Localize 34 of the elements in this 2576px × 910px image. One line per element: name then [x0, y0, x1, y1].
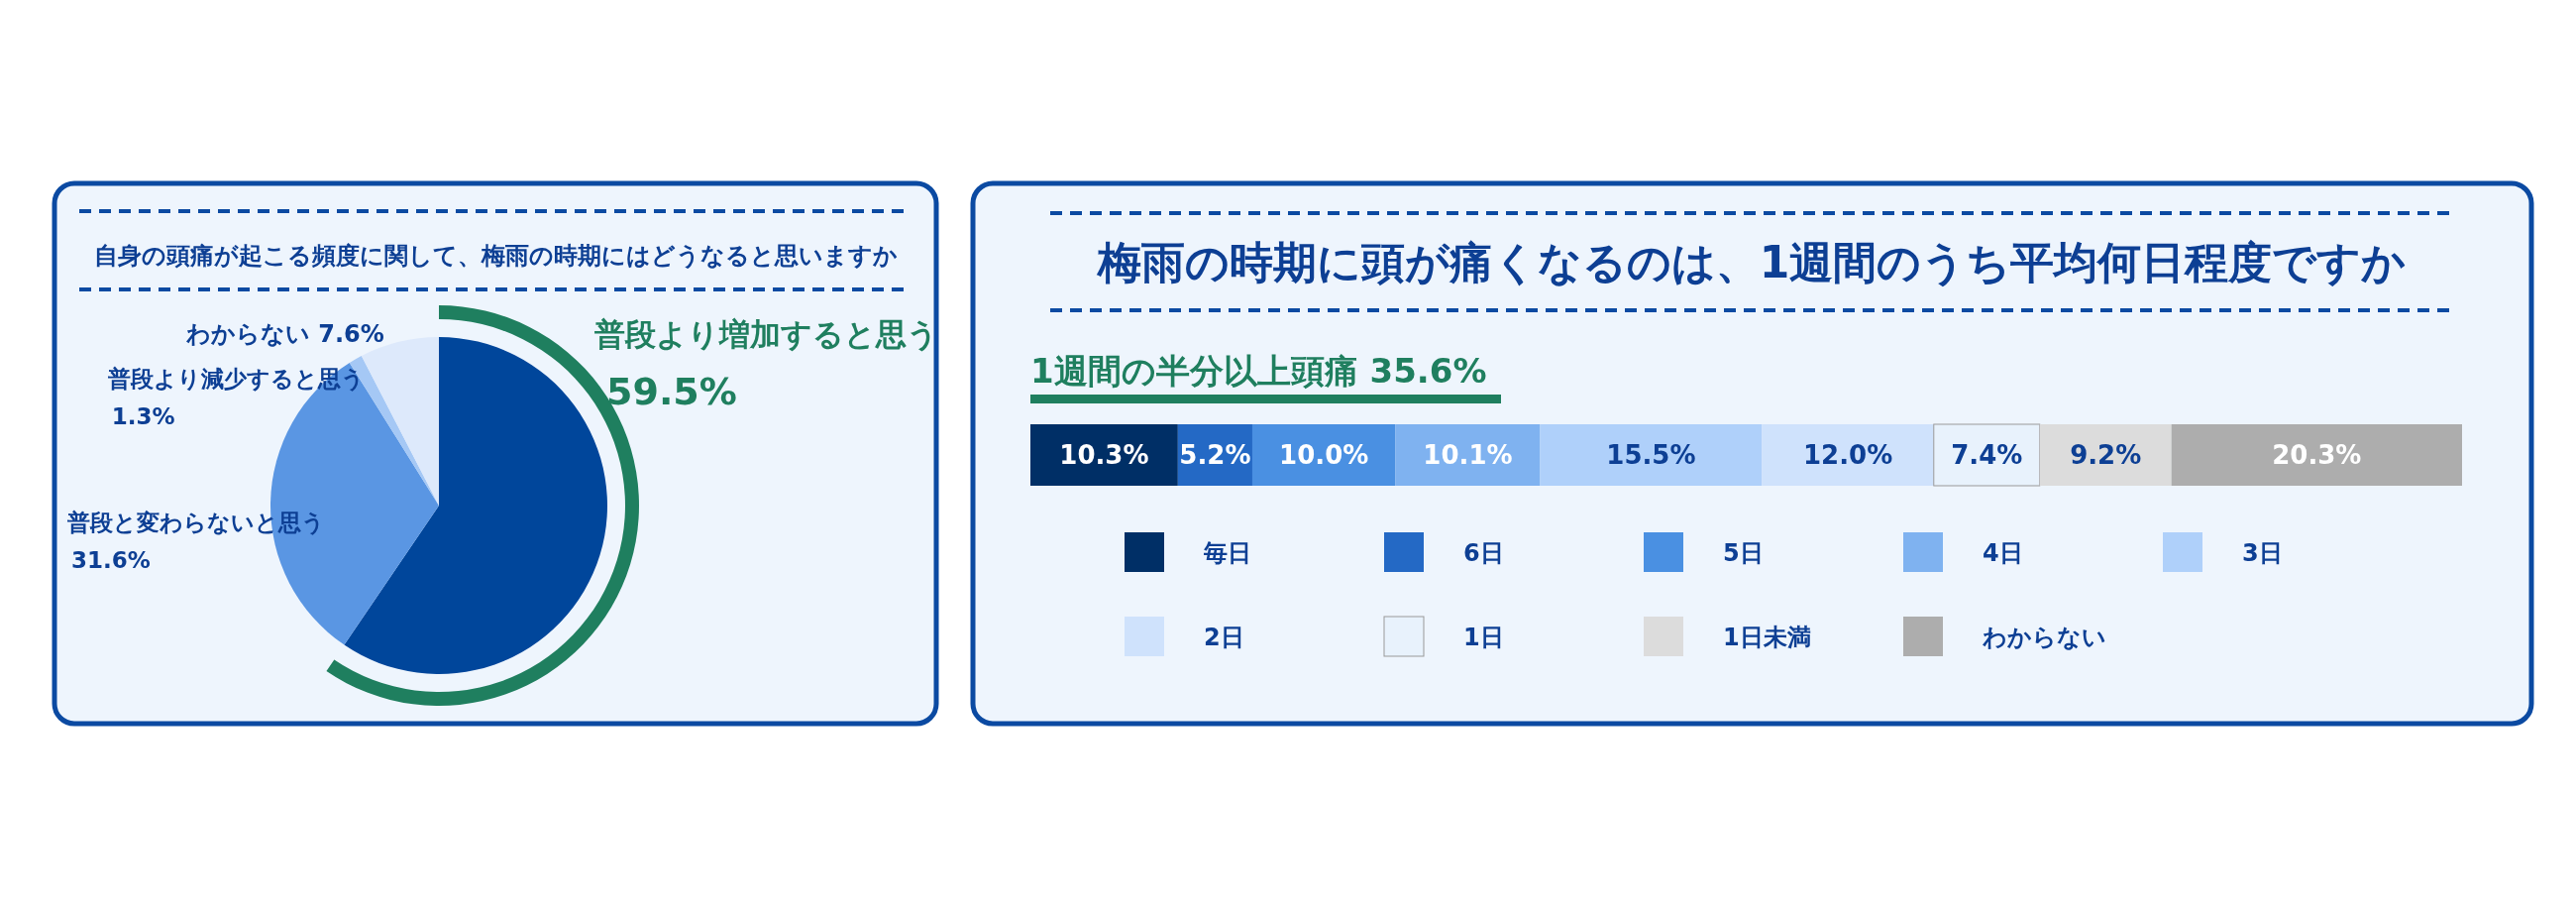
bar: [1540, 424, 1763, 486]
data-label: 31.6%: [71, 546, 151, 573]
legend-label: 5日: [1723, 539, 1764, 567]
data-label: 10.0%: [1279, 440, 1369, 470]
data-label: 20.3%: [2272, 440, 2362, 470]
slice-label: わからない: [185, 320, 310, 348]
legend-label: 6日: [1463, 539, 1504, 567]
data-label: 9.2%: [2070, 440, 2142, 470]
legend-label: 1日未満: [1723, 624, 1811, 651]
bar: [1933, 423, 2041, 487]
legend-label: 1日: [1463, 624, 1504, 651]
legend-label: 4日: [1983, 539, 2023, 567]
data-label: 59.5%: [606, 370, 737, 413]
data-label: 1.3%: [111, 403, 175, 430]
data-label: 7.6%: [318, 320, 384, 348]
legend-label: 毎日: [1203, 539, 1251, 567]
bar: [2039, 424, 2172, 486]
data-label: 5.2%: [1179, 440, 1251, 470]
slice-label: 普段より増加すると思う: [594, 316, 938, 352]
data-label: 15.5%: [1606, 440, 1696, 470]
legend-label: 3日: [2242, 539, 2283, 567]
data-label: 12.0%: [1802, 440, 1893, 470]
bar: [1030, 424, 1178, 486]
bar: [2171, 424, 2463, 486]
bar: [1762, 424, 1934, 486]
chart-subtitle: 1週間の半分以上頭痛 35.6%: [1030, 351, 1487, 391]
chart-title: 梅雨の時期に頭が痛くなるのは、1週間のうち平均何日程度ですか: [1095, 237, 2407, 287]
bar: [1395, 424, 1541, 486]
legend-label: 2日: [1204, 624, 1244, 651]
data-label: 10.3%: [1059, 440, 1149, 470]
data-label: 10.1%: [1423, 440, 1513, 470]
legend-label: わからない: [1982, 624, 2106, 651]
chart-title: 自身の頭痛が起こる頻度に関して、梅雨の時期にはどうなると思いますか: [93, 242, 898, 270]
data-label: 7.4%: [1951, 440, 2023, 470]
